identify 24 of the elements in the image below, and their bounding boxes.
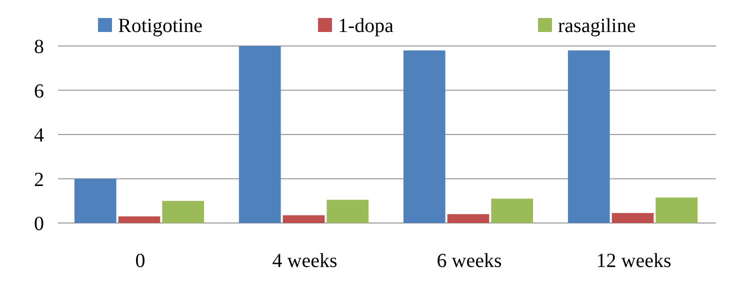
- bar: [403, 50, 446, 223]
- bar: [491, 198, 534, 223]
- y-tick-label: 0: [34, 213, 44, 235]
- y-tick-label: 8: [34, 36, 44, 58]
- bar: [568, 50, 610, 223]
- bar: [282, 215, 325, 223]
- legend-label: 1-dopa: [338, 15, 394, 37]
- x-tick-label: 0: [135, 250, 146, 272]
- x-tick-label: 4 weeks: [272, 250, 338, 272]
- bar: [656, 198, 698, 223]
- bar: [326, 200, 369, 223]
- bar: [612, 213, 654, 223]
- y-tick-label: 2: [34, 168, 44, 191]
- y-tick-label: 4: [34, 124, 44, 146]
- legend-label: rasagiline: [558, 15, 636, 37]
- bar: [118, 216, 160, 223]
- x-tick-label: 6 weeks: [436, 250, 502, 272]
- bar: [74, 178, 116, 223]
- legend-label: Rotigotine: [118, 15, 203, 37]
- y-tick-label: 6: [34, 80, 44, 102]
- bar: [162, 200, 204, 223]
- x-tick-label: 12 weeks: [596, 250, 672, 272]
- bar: [447, 214, 490, 223]
- bar: [238, 46, 281, 223]
